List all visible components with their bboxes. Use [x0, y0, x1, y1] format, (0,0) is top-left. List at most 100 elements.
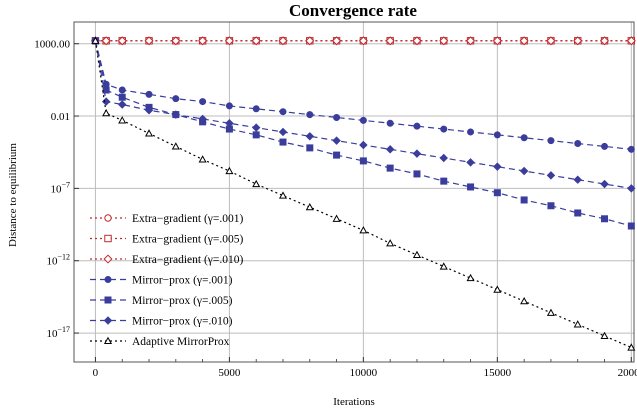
data-point [546, 308, 555, 316]
legend-item: Extra−gradient (γ=.005) [90, 234, 243, 246]
data-point [251, 36, 261, 46]
data-point [251, 123, 261, 132]
data-point [519, 36, 529, 46]
data-point [102, 86, 110, 94]
data-point [573, 36, 583, 46]
y-tick-label: 10−17 [46, 325, 70, 340]
legend-swatch-marker [104, 234, 112, 243]
data-point [520, 297, 529, 305]
data-point [144, 36, 154, 46]
series-line [94, 40, 632, 150]
data-point [118, 93, 126, 101]
data-point [171, 142, 180, 150]
data-point [359, 157, 367, 165]
data-point [333, 151, 341, 159]
data-point [225, 102, 233, 110]
series-3 [91, 37, 635, 153]
y-tick-label-base: 10 [46, 256, 58, 268]
data-point [574, 209, 582, 217]
legend-label: Extra−gradient (γ=.001) [132, 213, 243, 225]
data-point [600, 179, 609, 189]
data-point [278, 191, 288, 199]
legend-item: Mirror−prox (γ=.010) [90, 316, 233, 328]
data-point [144, 129, 154, 137]
y-tick-label: 10−7 [50, 180, 70, 195]
y-tick-label: 1000.00 [34, 39, 70, 51]
legend-item: Extra−gradient (γ=.010) [90, 254, 243, 266]
data-point [305, 36, 315, 46]
data-point [466, 36, 476, 46]
x-tick-label: 20000 [618, 367, 637, 379]
data-point [198, 155, 207, 163]
data-point [601, 142, 609, 150]
data-point [171, 110, 181, 119]
data-point [144, 106, 154, 115]
data-point [493, 162, 502, 171]
data-point [359, 140, 368, 150]
data-point [519, 166, 529, 176]
legend-swatch-marker [104, 275, 112, 283]
y-tick-label-base: 10 [46, 328, 58, 340]
data-point [547, 202, 555, 210]
data-point [305, 202, 314, 211]
data-point [358, 36, 368, 46]
data-point [102, 108, 111, 117]
data-point [118, 100, 127, 109]
data-point [627, 145, 635, 153]
series-6 [91, 36, 636, 351]
data-point [440, 177, 448, 185]
data-point [440, 125, 448, 133]
legend: Extra−gradient (γ=.001) Extra−gradient (γ… [90, 213, 243, 348]
data-point [412, 250, 422, 258]
legend-swatch-marker [103, 254, 113, 264]
data-point [225, 166, 234, 175]
data-point [172, 95, 180, 103]
legend-item: Mirror−prox (γ=.005) [90, 295, 233, 307]
data-point [224, 36, 234, 46]
y-tick-label-base: 0.01 [51, 111, 70, 123]
legend-item: Extra−gradient (γ=.001) [90, 213, 243, 225]
series-line [94, 40, 632, 349]
data-point [546, 171, 556, 180]
data-point [601, 215, 609, 223]
data-point [306, 111, 314, 119]
data-point [306, 144, 314, 152]
y-axis-label: Distance to equilibrium [7, 143, 19, 247]
data-point [252, 105, 260, 113]
y-tick-label-base: 1000.00 [34, 39, 70, 51]
data-point [118, 86, 126, 94]
data-point [385, 145, 395, 154]
y-tick-label: 10−12 [46, 253, 70, 268]
x-axis-label: Iterations [333, 396, 375, 408]
data-point [198, 114, 207, 124]
data-point [252, 131, 260, 139]
data-point [439, 262, 448, 270]
x-tick-label: 15000 [484, 367, 512, 379]
plot-frame [73, 21, 635, 363]
legend-label: Extra−gradient (γ=.010) [132, 254, 243, 266]
data-point [117, 36, 127, 46]
data-point [466, 158, 475, 167]
data-point [225, 119, 234, 128]
data-point [493, 189, 501, 197]
legend-label: Extra−gradient (γ=.005) [132, 234, 243, 246]
legend-label: Mirror−prox (γ=.001) [132, 275, 233, 287]
legend-swatch-marker [103, 316, 113, 325]
legend-item: Adaptive MirrorProx [90, 336, 230, 348]
data-point [101, 97, 111, 106]
series-layer [90, 36, 636, 351]
series-5 [91, 36, 636, 193]
data-point [493, 285, 502, 293]
legend-label: Mirror−prox (γ=.010) [132, 316, 233, 328]
data-point [467, 128, 475, 136]
data-point [574, 140, 582, 148]
data-point [439, 36, 449, 46]
data-point [279, 138, 287, 146]
legend-label: Mirror−prox (γ=.005) [132, 295, 233, 307]
data-point [439, 153, 448, 163]
data-point [171, 36, 181, 46]
data-point [573, 320, 582, 328]
y-tick-label-base: 10 [50, 183, 62, 195]
data-point [573, 175, 582, 184]
